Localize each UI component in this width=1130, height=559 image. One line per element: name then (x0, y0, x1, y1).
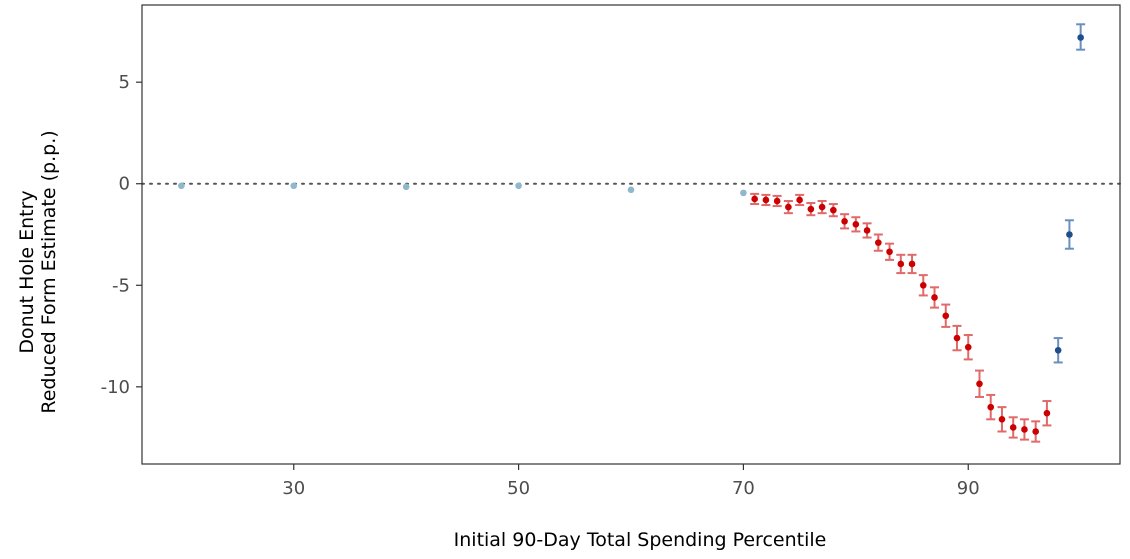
y-tick-label: -5 (112, 275, 130, 296)
y-axis-title-line-1: Donut Hole Entry (16, 190, 38, 353)
data-point (897, 260, 905, 268)
data-point (627, 186, 635, 194)
data-point (830, 206, 837, 214)
data-point (908, 260, 916, 268)
data-point (785, 203, 792, 211)
data-point (796, 196, 803, 204)
data-point (1009, 424, 1017, 431)
data-point (1021, 426, 1028, 433)
data-point (964, 343, 972, 351)
data-point (1066, 231, 1073, 238)
data-point (886, 248, 893, 256)
plot-panel-border (141, 4, 1121, 465)
y-axis-title-line-2: Reduced Form Estimate (p.p.) (38, 130, 60, 413)
x-tick-label: 90 (957, 478, 980, 499)
data-point (402, 183, 410, 191)
data-point (863, 227, 871, 234)
data-point (515, 182, 522, 190)
data-point (751, 195, 758, 203)
y-axis-title-group: Donut Hole Entry Reduced Form Estimate (… (16, 130, 60, 413)
data-point (773, 197, 781, 205)
data-point (818, 203, 826, 211)
data-point (178, 182, 185, 190)
series-1 (178, 182, 747, 197)
data-point (919, 281, 927, 289)
data-point (762, 196, 770, 204)
data-point (807, 205, 815, 213)
x-tick-label: 70 (732, 478, 755, 499)
series-2 (750, 192, 1052, 443)
marks-layer (178, 23, 1086, 443)
data-point (875, 239, 882, 246)
data-point (942, 312, 950, 320)
data-point (1077, 34, 1084, 41)
x-tick-label: 50 (507, 478, 530, 499)
y-tick-label: 0 (119, 174, 130, 195)
data-point (740, 189, 747, 197)
data-point (1043, 409, 1051, 417)
data-point (976, 380, 983, 388)
y-tick-label: 5 (119, 72, 130, 93)
data-point (852, 221, 860, 228)
data-point (953, 334, 961, 342)
data-point (1054, 346, 1062, 354)
series-3 (1053, 23, 1086, 364)
data-point (290, 182, 298, 190)
data-point (931, 294, 938, 301)
data-point (841, 217, 848, 225)
x-tick-label: 30 (282, 478, 305, 499)
data-point (1032, 428, 1039, 435)
y-tick-label: -10 (101, 377, 130, 398)
data-point (998, 416, 1006, 423)
data-point (987, 403, 995, 411)
x-axis-title: Initial 90-Day Total Spending Percentile (454, 529, 827, 551)
